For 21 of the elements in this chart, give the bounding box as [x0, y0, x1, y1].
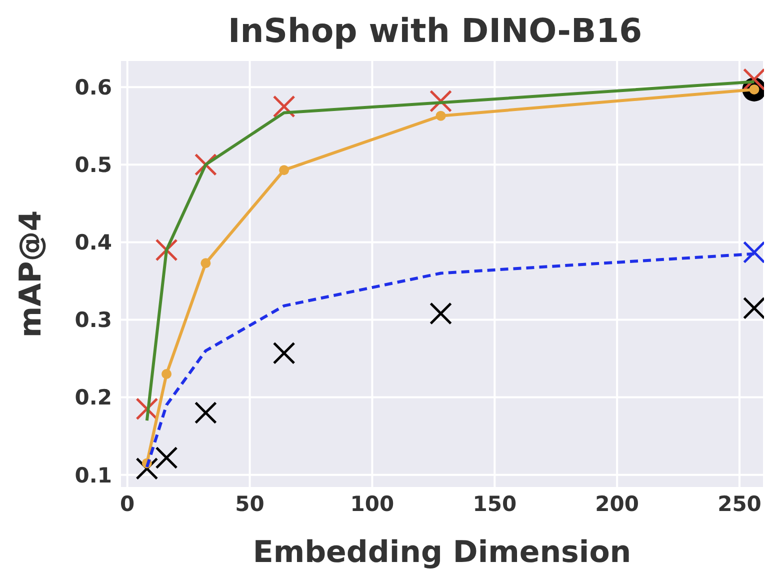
- x-tick-label: 200: [595, 492, 639, 516]
- x-tick-label: 50: [235, 492, 264, 516]
- x-axis-title: Embedding Dimension: [252, 535, 632, 570]
- y-tick-label: 0.2: [74, 386, 112, 410]
- point: [272, 342, 296, 364]
- y-axis-title: mAP@4: [14, 210, 49, 338]
- x-tick-label: 150: [472, 492, 517, 516]
- point: [742, 296, 764, 320]
- y-tick-label: 0.5: [74, 153, 112, 178]
- x-tick-label: 0: [120, 492, 135, 516]
- x-tick-label: 100: [350, 492, 394, 516]
- chart-title: InShop with DINO-B16: [226, 10, 644, 52]
- point: [194, 402, 217, 424]
- point: [430, 302, 452, 325]
- y-tick-label: 0.3: [74, 308, 112, 332]
- y-tick-label: 0.4: [74, 230, 112, 255]
- y-tick-label: 0.6: [74, 76, 112, 100]
- y-tick-label: 0.1: [74, 463, 112, 488]
- point: [136, 457, 158, 480]
- point: [155, 446, 178, 470]
- x-tick-label: 250: [718, 492, 762, 516]
